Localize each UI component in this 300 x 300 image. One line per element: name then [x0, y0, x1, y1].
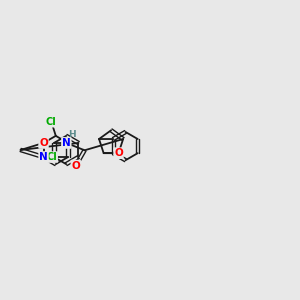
Text: O: O	[71, 160, 80, 171]
Text: N: N	[39, 152, 48, 162]
Text: O: O	[114, 148, 123, 158]
Text: O: O	[39, 138, 48, 148]
Text: H: H	[68, 130, 75, 139]
Text: Cl: Cl	[46, 117, 57, 127]
Text: Cl: Cl	[46, 152, 57, 162]
Text: N: N	[62, 138, 71, 148]
